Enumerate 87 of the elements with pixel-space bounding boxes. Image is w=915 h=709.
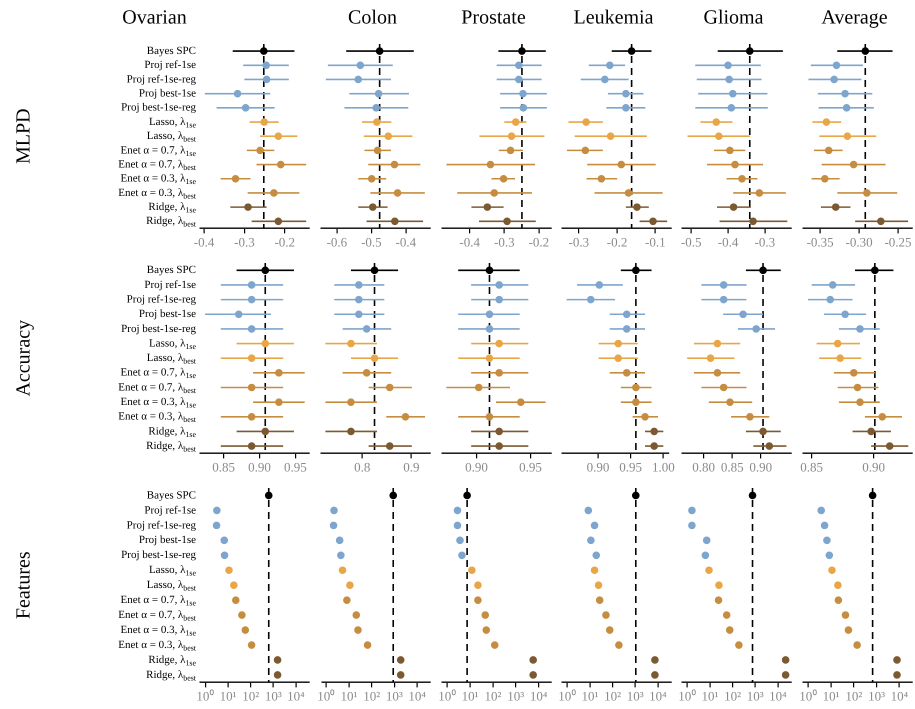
- x-tick-label: 0.90: [465, 460, 488, 475]
- y-tick-label: Proj best-1se-reg: [121, 322, 196, 335]
- x-tick-label: 10⁰: [438, 688, 456, 704]
- chart-title: Average: [821, 6, 888, 28]
- chart-title: Leukemia: [574, 6, 654, 28]
- x-tick-label: 10⁴: [408, 688, 426, 704]
- x-tick-label: 10²: [363, 688, 380, 704]
- y-tick-label: Proj ref-1se: [144, 278, 196, 291]
- x-tick-label: -0.2: [274, 234, 296, 250]
- x-tick-label: -0.2: [606, 234, 628, 250]
- chart-title: Prostate: [461, 6, 526, 28]
- x-tick-label: 10⁴: [769, 688, 788, 704]
- x-tick-label: -0.4: [194, 234, 215, 250]
- x-tick-label: 10¹: [340, 688, 358, 704]
- x-tick-label: 10¹: [822, 688, 840, 704]
- x-tick-label: -0.1: [645, 234, 666, 250]
- x-tick-label: -0.3: [234, 234, 255, 250]
- x-tick-label: 0.95: [519, 460, 542, 475]
- y-axis-title: Features: [12, 551, 34, 620]
- x-tick-label: 10⁰: [678, 688, 696, 704]
- x-tick-label: -0.5: [361, 234, 382, 250]
- x-tick-label: 10⁴: [530, 688, 548, 704]
- x-tick-label: 0.90: [862, 460, 885, 475]
- x-tick-label: 0.9: [403, 460, 420, 475]
- x-tick-label: 0.80: [692, 460, 716, 475]
- x-tick-label: -0.3: [754, 234, 776, 250]
- x-tick-label: 10⁴: [890, 688, 909, 704]
- x-tick-label: -0.25: [884, 234, 912, 250]
- x-tick-label: -0.2: [528, 234, 550, 250]
- x-tick-label: 0.85: [800, 460, 824, 475]
- x-tick-label: 10¹: [220, 688, 237, 704]
- x-tick-label: 10³: [264, 688, 282, 704]
- y-tick-label: Proj ref-1se: [144, 504, 196, 516]
- x-tick-label: 10¹: [581, 688, 598, 704]
- x-tick-label: 0.95: [619, 460, 642, 475]
- x-tick-label: -0.4: [718, 234, 739, 250]
- x-tick-label: 0.8: [354, 460, 370, 475]
- y-tick-label: Proj best-1se: [138, 308, 196, 320]
- y-tick-label: Proj best-1se-reg: [121, 549, 196, 562]
- chart-title: Colon: [348, 6, 397, 28]
- x-tick-label: 10²: [604, 688, 622, 704]
- x-tick-label: 0.90: [749, 460, 772, 475]
- x-tick-label: -0.3: [568, 234, 590, 250]
- x-tick-label: 0.85: [720, 460, 744, 475]
- x-tick-label: 1.00: [652, 460, 675, 475]
- x-tick-label: 0.85: [212, 460, 236, 475]
- x-tick-label: 10¹: [462, 688, 479, 704]
- x-tick-label: 10²: [724, 688, 742, 704]
- y-axis-title: MLPD: [12, 108, 34, 164]
- chart-title: Ovarian: [122, 6, 187, 28]
- x-tick-label: 10²: [242, 688, 260, 704]
- x-tick-label: 10⁴: [287, 688, 306, 704]
- x-tick-label: -0.5: [680, 234, 702, 250]
- x-tick-label: 10³: [746, 688, 764, 704]
- x-tick-label: -0.35: [806, 234, 834, 250]
- x-tick-label: 10³: [507, 688, 524, 704]
- x-tick-label: -0.30: [846, 234, 873, 250]
- x-tick-label: 10³: [386, 688, 403, 704]
- y-tick-label: Proj ref-1se-reg: [126, 519, 196, 532]
- x-tick-label: 10²: [484, 688, 502, 704]
- x-tick-label: -0.3: [494, 234, 515, 250]
- x-tick-label: 10³: [868, 688, 886, 704]
- x-tick-label: 10⁰: [196, 688, 214, 704]
- y-tick-label: Proj best-1se: [138, 88, 196, 100]
- x-tick-label: 10⁴: [649, 688, 668, 704]
- chart-title: Glioma: [704, 6, 764, 28]
- x-tick-label: 10³: [626, 688, 644, 704]
- x-tick-label: 10¹: [701, 688, 718, 704]
- x-tick-label: -0.4: [396, 234, 417, 250]
- x-tick-label: 0.95: [284, 460, 307, 475]
- y-axis-title: Accuracy: [12, 320, 34, 397]
- y-tick-label: Proj best-1se-reg: [121, 102, 196, 114]
- x-tick-label: 0.90: [586, 460, 610, 475]
- x-tick-label: 0.90: [248, 460, 271, 475]
- x-tick-label: 10⁰: [317, 688, 336, 704]
- y-tick-label: Proj best-1se: [138, 534, 196, 546]
- y-tick-label: Proj ref-1se-reg: [126, 294, 196, 306]
- x-tick-label: -0.4: [459, 234, 480, 250]
- y-tick-label: Proj ref-1se-reg: [126, 73, 196, 86]
- x-tick-label: 10⁰: [558, 688, 576, 704]
- x-tick-label: -0.6: [326, 234, 348, 250]
- x-tick-label: 10²: [845, 688, 862, 704]
- y-tick-label: Bayes SPC: [146, 489, 196, 502]
- y-tick-label: Bayes SPC: [146, 264, 196, 276]
- y-tick-label: Bayes SPC: [146, 44, 196, 57]
- x-tick-label: 10⁰: [799, 688, 818, 704]
- y-tick-label: Proj ref-1se: [144, 59, 196, 72]
